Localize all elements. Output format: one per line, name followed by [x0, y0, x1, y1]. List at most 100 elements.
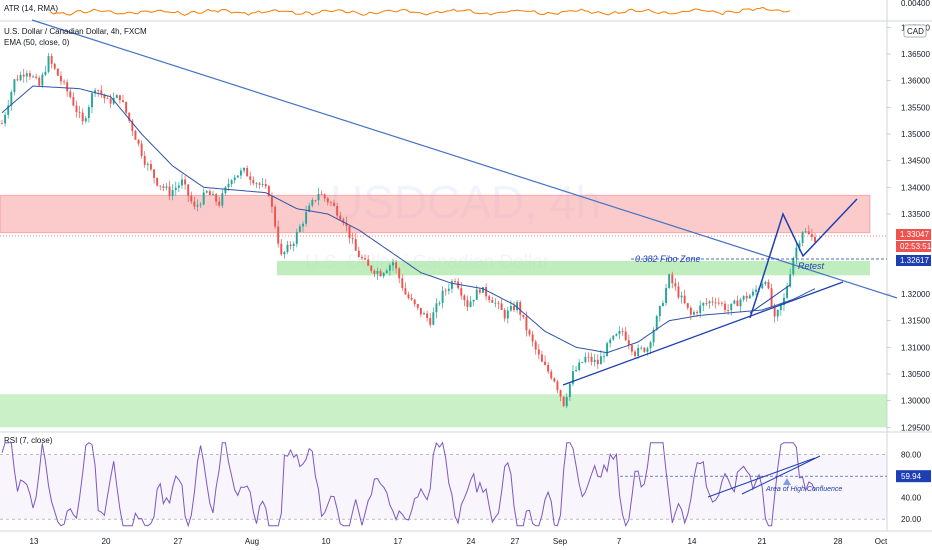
candle[interactable]	[357, 250, 360, 257]
candle[interactable]	[56, 68, 59, 76]
atr-line[interactable]	[49, 6, 791, 16]
candle[interactable]	[460, 288, 463, 296]
candle[interactable]	[593, 359, 596, 362]
candle[interactable]	[326, 198, 329, 203]
candle[interactable]	[426, 313, 429, 319]
candle[interactable]	[370, 265, 373, 271]
candle[interactable]	[317, 193, 320, 201]
candle[interactable]	[314, 200, 317, 201]
candle[interactable]	[693, 312, 695, 315]
candle[interactable]	[627, 340, 630, 346]
candle[interactable]	[395, 262, 398, 269]
candle[interactable]	[469, 301, 472, 307]
candle[interactable]	[122, 100, 124, 102]
candle[interactable]	[239, 170, 242, 176]
candle[interactable]	[84, 118, 87, 122]
candle[interactable]	[162, 186, 165, 188]
candle[interactable]	[416, 304, 419, 308]
candle[interactable]	[413, 299, 416, 305]
candle[interactable]	[63, 81, 66, 83]
candle[interactable]	[72, 97, 75, 106]
support-zone[interactable]	[0, 394, 887, 428]
candle[interactable]	[7, 105, 10, 115]
candle[interactable]	[140, 143, 143, 157]
candle[interactable]	[503, 309, 506, 319]
candle[interactable]	[680, 295, 683, 298]
candle[interactable]	[606, 343, 609, 357]
candle[interactable]	[714, 302, 717, 304]
candle[interactable]	[376, 271, 379, 274]
candle[interactable]	[249, 176, 252, 180]
rsi-confluence-line-1[interactable]	[707, 457, 816, 498]
candle[interactable]	[323, 194, 326, 199]
candle[interactable]	[289, 244, 292, 247]
candle[interactable]	[271, 196, 273, 207]
candle[interactable]	[360, 256, 363, 259]
candle[interactable]	[345, 222, 348, 226]
candle[interactable]	[767, 282, 770, 289]
candle[interactable]	[302, 223, 304, 227]
candle[interactable]	[146, 163, 149, 165]
candle[interactable]	[783, 297, 785, 305]
candle[interactable]	[153, 169, 156, 178]
candle[interactable]	[447, 288, 450, 291]
candle[interactable]	[544, 361, 546, 365]
candle[interactable]	[519, 302, 522, 315]
candle[interactable]	[308, 205, 311, 212]
candle[interactable]	[711, 301, 714, 303]
candle[interactable]	[339, 215, 342, 220]
candle[interactable]	[109, 98, 112, 104]
candle[interactable]	[218, 201, 221, 206]
candle[interactable]	[776, 310, 779, 317]
candle[interactable]	[733, 300, 736, 304]
candle[interactable]	[742, 295, 745, 300]
candle[interactable]	[475, 289, 478, 300]
candle[interactable]	[59, 75, 62, 82]
candle[interactable]	[137, 139, 140, 144]
candle[interactable]	[547, 364, 550, 372]
candle[interactable]	[668, 274, 671, 288]
candle[interactable]	[751, 291, 754, 296]
candle[interactable]	[634, 351, 636, 356]
candle[interactable]	[118, 95, 121, 101]
candle[interactable]	[810, 234, 813, 237]
candle[interactable]	[311, 200, 314, 206]
candle[interactable]	[801, 232, 804, 244]
candle[interactable]	[658, 305, 661, 317]
ascending-trendline[interactable]	[562, 281, 844, 386]
candle[interactable]	[131, 120, 134, 131]
candle[interactable]	[258, 183, 261, 185]
candle[interactable]	[264, 184, 267, 187]
candle[interactable]	[87, 107, 90, 119]
candle[interactable]	[174, 187, 177, 191]
ema-50-line[interactable]	[1, 85, 816, 354]
candle[interactable]	[149, 163, 152, 170]
candle[interactable]	[22, 74, 25, 77]
candle[interactable]	[221, 193, 224, 206]
candle[interactable]	[205, 191, 208, 193]
candle[interactable]	[336, 205, 339, 216]
candle[interactable]	[739, 299, 742, 307]
candle[interactable]	[115, 95, 118, 98]
candle[interactable]	[404, 288, 407, 295]
candle[interactable]	[181, 179, 183, 186]
candle[interactable]	[581, 362, 584, 363]
candle[interactable]	[755, 289, 758, 292]
descending-trendline[interactable]	[31, 19, 898, 299]
candle[interactable]	[717, 302, 720, 304]
candle[interactable]	[531, 334, 534, 342]
candle[interactable]	[128, 112, 131, 121]
candle[interactable]	[789, 274, 792, 287]
candle[interactable]	[401, 278, 404, 289]
candle[interactable]	[252, 179, 255, 184]
candle[interactable]	[686, 303, 689, 308]
candle[interactable]	[506, 310, 509, 319]
candle[interactable]	[367, 259, 370, 266]
candle[interactable]	[277, 226, 280, 244]
candle[interactable]	[637, 347, 640, 356]
candle[interactable]	[814, 236, 816, 243]
currency-box[interactable]	[903, 24, 927, 38]
candle[interactable]	[624, 331, 627, 341]
candle[interactable]	[438, 302, 441, 304]
candle[interactable]	[450, 281, 453, 289]
